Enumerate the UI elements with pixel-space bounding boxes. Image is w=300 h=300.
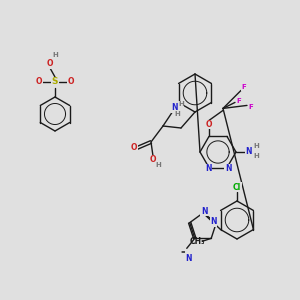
Text: H: H xyxy=(253,143,259,149)
Text: O: O xyxy=(68,77,74,86)
Text: H: H xyxy=(178,101,184,107)
Text: O: O xyxy=(131,143,137,152)
Text: H: H xyxy=(253,153,259,159)
Text: F: F xyxy=(242,84,246,90)
Text: H: H xyxy=(174,111,180,117)
Text: H: H xyxy=(52,52,58,58)
Text: N: N xyxy=(185,254,192,263)
Text: O: O xyxy=(150,155,156,164)
Text: =: = xyxy=(181,250,185,255)
Text: Cl: Cl xyxy=(233,182,241,191)
Text: N: N xyxy=(201,206,207,215)
Text: H: H xyxy=(155,162,161,168)
Text: S: S xyxy=(52,77,58,86)
Text: N: N xyxy=(210,217,217,226)
Text: N: N xyxy=(172,103,178,112)
Text: CH₃: CH₃ xyxy=(190,237,205,246)
Text: N: N xyxy=(246,146,252,155)
Text: O: O xyxy=(47,59,53,68)
Text: F: F xyxy=(249,104,254,110)
Text: O: O xyxy=(36,77,42,86)
Text: N: N xyxy=(225,164,231,173)
Text: F: F xyxy=(237,98,242,104)
Text: O: O xyxy=(206,120,212,129)
Text: N: N xyxy=(205,164,211,173)
